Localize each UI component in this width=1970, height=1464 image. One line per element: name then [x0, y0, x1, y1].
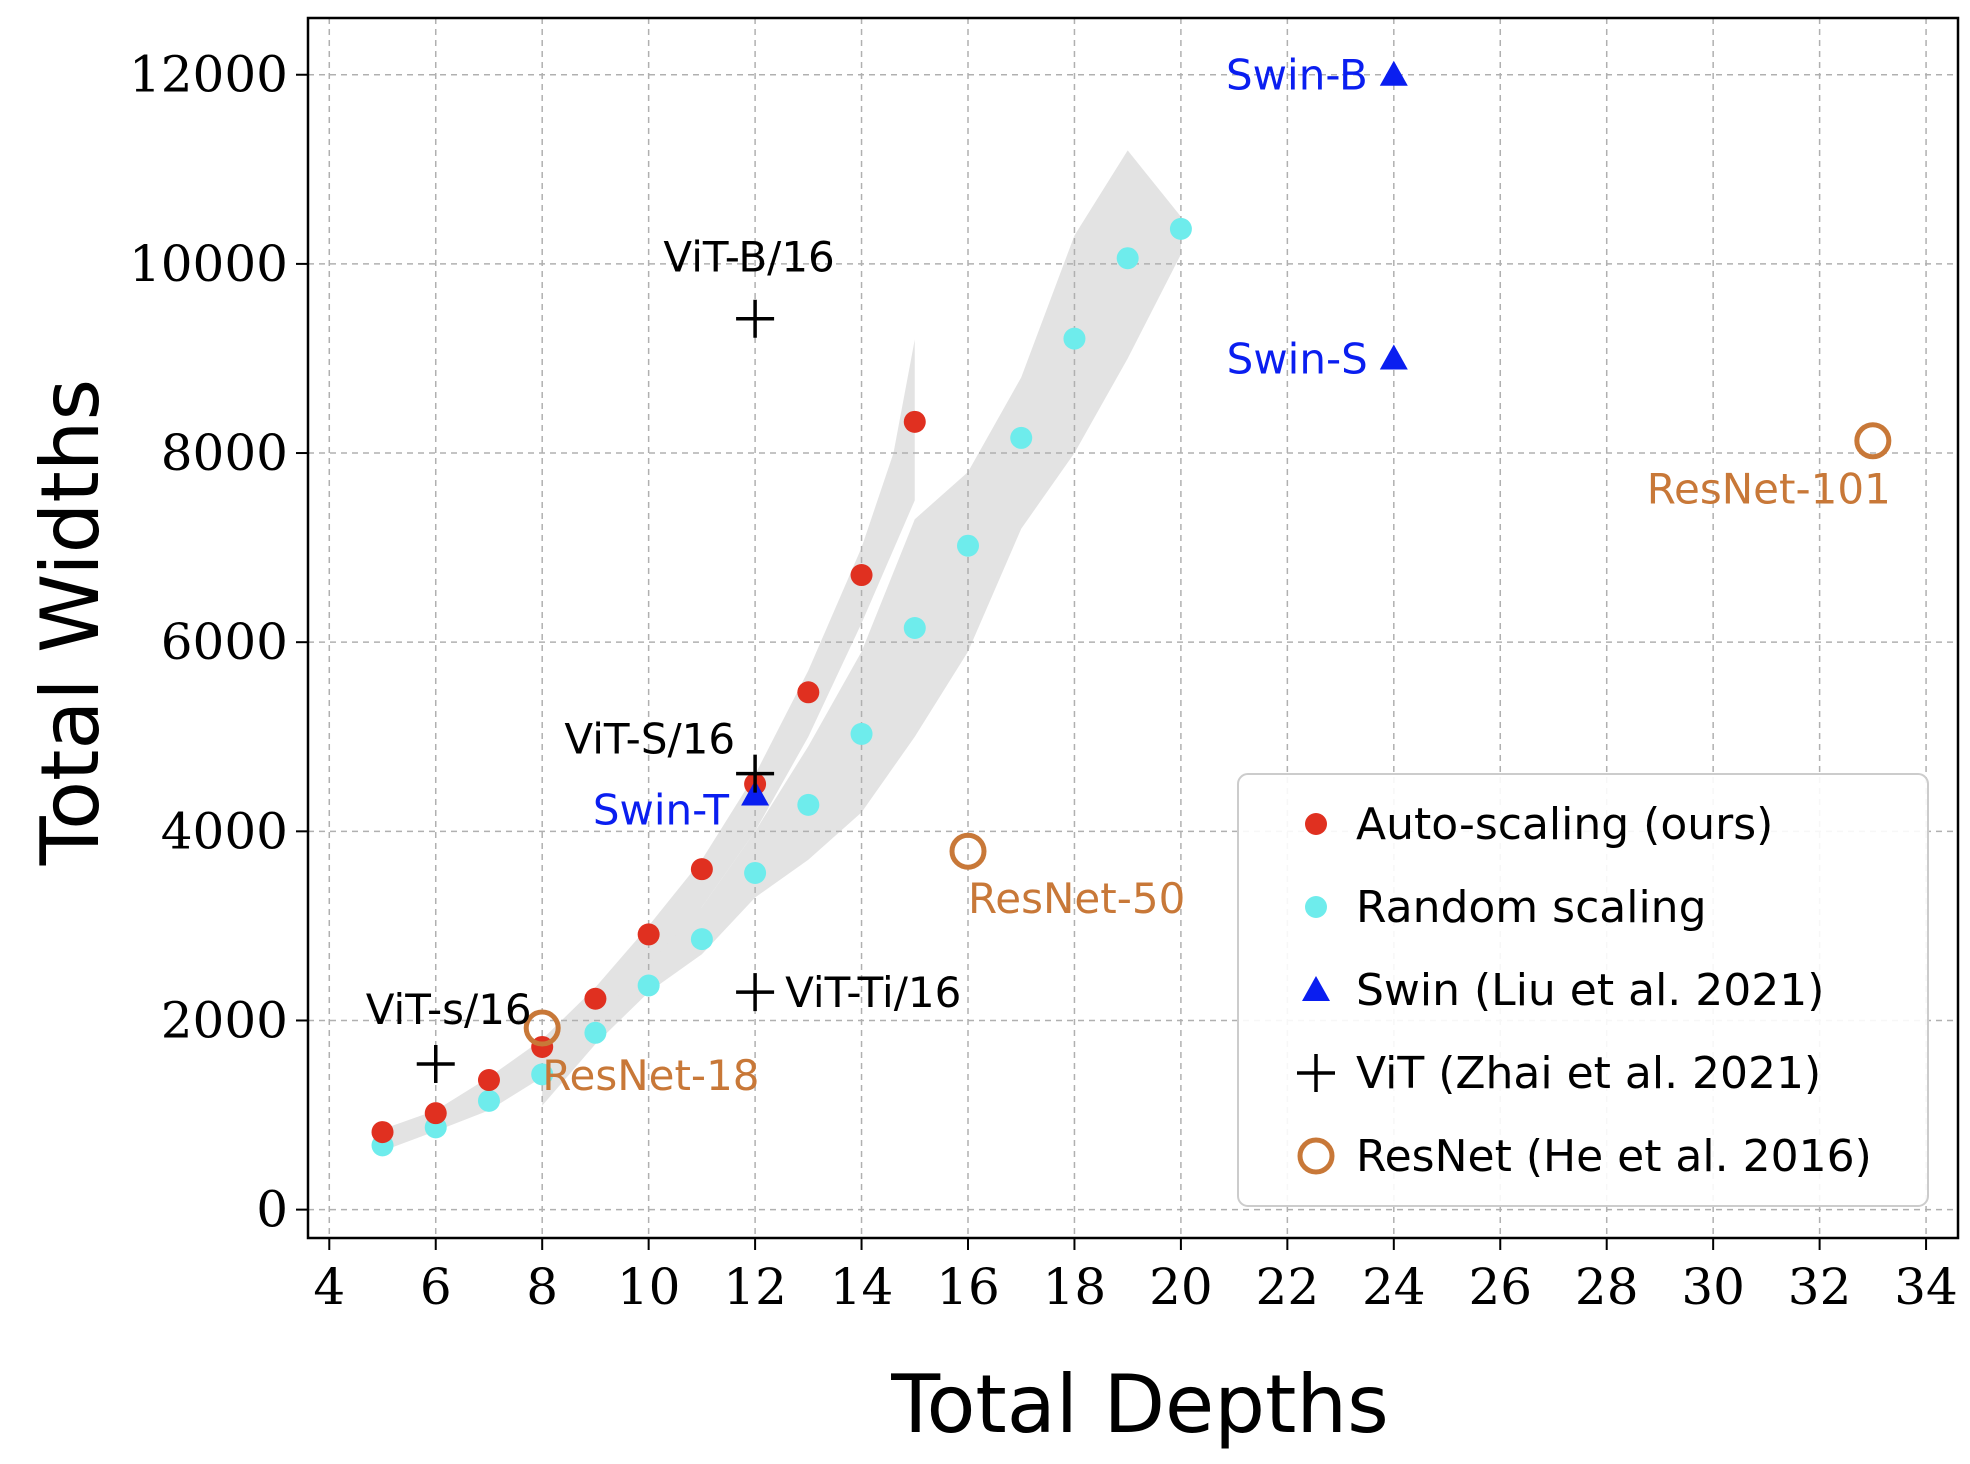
- x-tick-label: 4: [313, 1258, 345, 1316]
- swin-point: [1379, 60, 1408, 86]
- random-scaling-point: [1010, 426, 1033, 449]
- vit-point: [736, 299, 775, 338]
- x-tick-label: 30: [1681, 1258, 1745, 1316]
- random-scaling-point: [690, 928, 713, 951]
- auto-scaling-point: [903, 410, 926, 433]
- x-tick-label: 14: [830, 1258, 894, 1316]
- random-scaling-point: [1116, 247, 1139, 270]
- y-tick-label: 12000: [129, 46, 288, 104]
- resnet-legend-icon: [1297, 1137, 1335, 1175]
- vit-annotation: ViT-Ti/16: [785, 968, 961, 1017]
- resnet-annotation: ResNet-18: [542, 1051, 759, 1100]
- x-tick-label: 6: [420, 1258, 452, 1316]
- random-scaling-point: [477, 1089, 500, 1112]
- resnet-annotation: ResNet-50: [968, 874, 1185, 923]
- random-scaling-point: [1169, 217, 1192, 240]
- swin-annotation: Swin-T: [593, 785, 730, 834]
- swin-annotation: Swin-S: [1227, 334, 1368, 383]
- variance-band-2: [542, 150, 1181, 1106]
- y-axis-label: Total Widths: [24, 379, 117, 866]
- y-tick-label: 4000: [161, 802, 288, 860]
- x-tick-label: 22: [1256, 1258, 1320, 1316]
- point-layer: [371, 60, 1892, 1157]
- legend-entry: ResNet (He et al. 2016): [1356, 1131, 1872, 1182]
- x-tick-label: 16: [936, 1258, 1000, 1316]
- swin-annotation: Swin-B: [1226, 51, 1368, 100]
- annotation-layer: Swin-T Swin-S Swin-B ViT-s/16 ViT-Ti/16 ViT-S…: [366, 51, 1891, 1100]
- random-scaling-point: [850, 722, 873, 745]
- resnet-point: [949, 832, 987, 870]
- legend-box: [1237, 773, 1929, 1207]
- x-tick-label: 34: [1894, 1258, 1958, 1316]
- legend-entry: ViT (Zhai et al. 2021): [1356, 1048, 1821, 1099]
- tick-layer: 4 6 8 10 12 14 16 18 20 22 24 26 28 30 32 34 0 2000 4000 60…: [129, 46, 1958, 1316]
- resnet-point: [1854, 422, 1892, 460]
- auto-scaling-legend-icon: [1305, 813, 1327, 835]
- vit-point: [736, 973, 775, 1012]
- vit-annotation: ViT-S/16: [564, 715, 735, 764]
- auto-scaling-point: [477, 1069, 500, 1092]
- x-tick-label: 32: [1788, 1258, 1852, 1316]
- auto-scaling-point: [690, 858, 713, 881]
- y-tick-label: 8000: [161, 424, 288, 482]
- y-tick-label: 0: [256, 1181, 288, 1239]
- auto-scaling-point: [424, 1102, 447, 1125]
- resnet-annotation: ResNet-101: [1647, 465, 1891, 514]
- auto-scaling-point: [637, 923, 660, 946]
- band-layer: [382, 150, 1181, 1151]
- vit-point: [416, 1044, 455, 1083]
- y-tick-label: 6000: [161, 613, 288, 671]
- x-tick-label: 24: [1362, 1258, 1426, 1316]
- plot-frame: [306, 16, 1960, 1240]
- random-scaling-point: [744, 861, 767, 884]
- y-tick-label: 10000: [129, 235, 288, 293]
- auto-scaling-point: [850, 564, 873, 587]
- resnet-point: [523, 1009, 561, 1047]
- x-tick-label: 26: [1468, 1258, 1532, 1316]
- legend-entry: Swin (Liu et al. 2021): [1356, 965, 1824, 1016]
- y-tick-label: 2000: [161, 991, 288, 1049]
- random-scaling-point: [531, 1063, 554, 1086]
- swin-legend-icon: [1302, 976, 1330, 1001]
- x-tick-label: 18: [1043, 1258, 1107, 1316]
- x-tick-label: 20: [1149, 1258, 1213, 1316]
- auto-scaling-point: [371, 1121, 394, 1144]
- x-tick-label: 10: [617, 1258, 681, 1316]
- swin-point: [741, 780, 770, 806]
- auto-scaling-point: [584, 987, 607, 1010]
- random-scaling-point: [903, 617, 926, 639]
- random-scaling-point: [1063, 327, 1086, 350]
- vit-legend-icon: [1297, 1054, 1335, 1092]
- vit-annotation: ViT-s/16: [366, 985, 532, 1034]
- random-scaling-point: [584, 1021, 607, 1044]
- legend-entry: Auto-scaling (ours): [1356, 799, 1773, 850]
- x-tick-label: 8: [526, 1258, 558, 1316]
- random-scaling-legend-icon: [1305, 896, 1327, 918]
- random-scaling-point: [957, 534, 979, 557]
- vit-annotation: ViT-B/16: [663, 233, 834, 282]
- auto-scaling-point: [797, 681, 820, 704]
- x-tick-label: 12: [723, 1258, 787, 1316]
- random-scaling-point: [637, 974, 660, 997]
- vit-point: [736, 754, 775, 793]
- legend: Auto-scaling (ours) Random scaling Swin (L…: [1237, 773, 1929, 1207]
- random-scaling-point: [797, 793, 820, 816]
- swin-point: [1379, 344, 1408, 370]
- x-tick-label: 28: [1575, 1258, 1639, 1316]
- x-axis-label: Total Depths: [890, 1358, 1389, 1451]
- legend-entry: Random scaling: [1356, 882, 1707, 933]
